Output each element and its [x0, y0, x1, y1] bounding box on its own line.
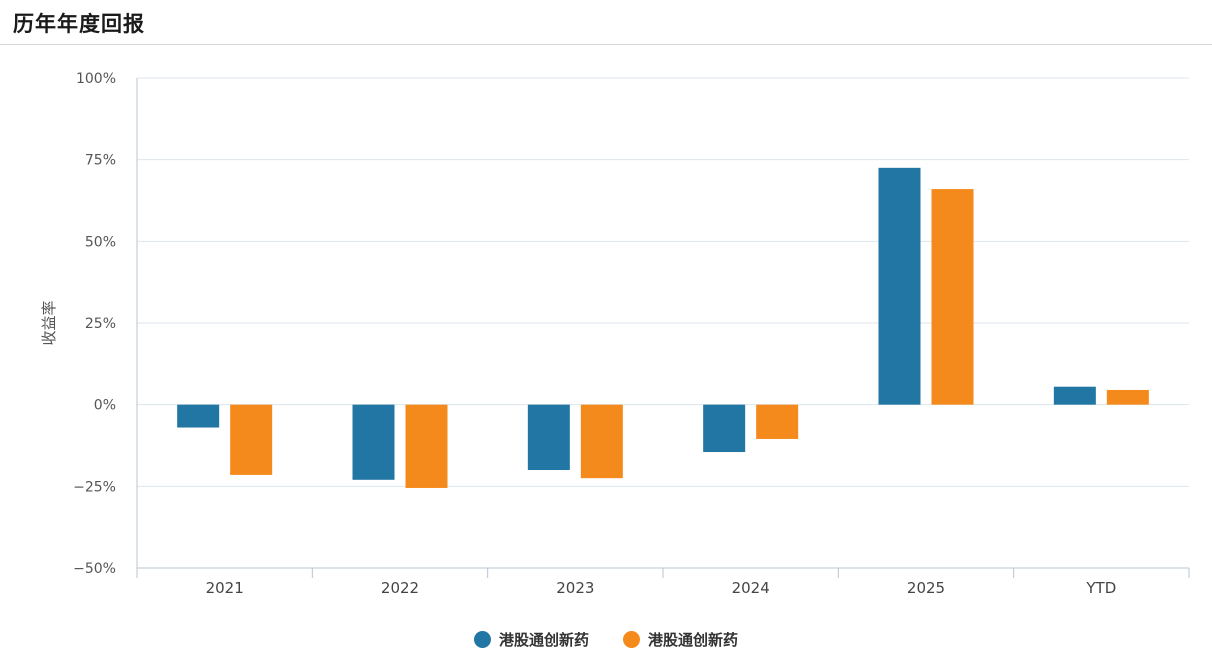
x-tick-label: 2023 — [556, 579, 594, 597]
chart-legend: 港股通创新药 港股通创新药 — [0, 626, 1212, 652]
y-tick-label: −25% — [73, 479, 116, 495]
y-tick-label: −50% — [73, 561, 116, 577]
bar-series-1 — [527, 404, 570, 470]
bar-series-1 — [878, 167, 921, 405]
bar-series-1 — [352, 404, 395, 480]
legend-label-series-1: 港股通创新药 — [498, 630, 589, 649]
chart-header: 历年年度回报 — [0, 0, 1212, 45]
legend-marker-series-2 — [623, 630, 640, 648]
y-tick-label: 50% — [85, 234, 116, 250]
bar-series-2 — [580, 404, 623, 479]
y-axis-title: 收益率 — [40, 300, 58, 345]
x-tick-label: 2022 — [381, 579, 419, 597]
x-tick-label: YTD — [1085, 579, 1116, 597]
bar-series-1 — [703, 404, 746, 453]
bar-series-2 — [1106, 389, 1149, 405]
bar-series-2 — [230, 404, 273, 475]
y-tick-label: 75% — [85, 153, 116, 169]
y-tick-label: 25% — [85, 316, 116, 332]
legend-marker-series-1 — [473, 630, 491, 648]
x-tick-label: 2025 — [907, 579, 945, 597]
legend-item-series-1[interactable]: 港股通创新药 — [473, 629, 589, 650]
chart-title: 历年年度回报 — [13, 12, 145, 36]
legend-item-series-2[interactable]: 港股通创新药 — [623, 629, 738, 650]
bar-series-2 — [405, 404, 448, 488]
bar-series-1 — [177, 404, 220, 428]
bar-series-2 — [931, 189, 974, 405]
y-tick-label: 0% — [94, 398, 116, 414]
x-tick-label: 2021 — [206, 579, 244, 597]
bar-series-1 — [1053, 386, 1096, 405]
bar-series-2 — [756, 404, 799, 439]
legend-label-series-2: 港股通创新药 — [648, 630, 739, 649]
y-tick-label: 100% — [76, 71, 116, 87]
annual-returns-bar-chart: −50% −25% 0% 25% 50% 75% 100% 收益率 2021 2022 2023 20… — [40, 71, 1190, 597]
x-tick-label: 2024 — [732, 579, 770, 597]
